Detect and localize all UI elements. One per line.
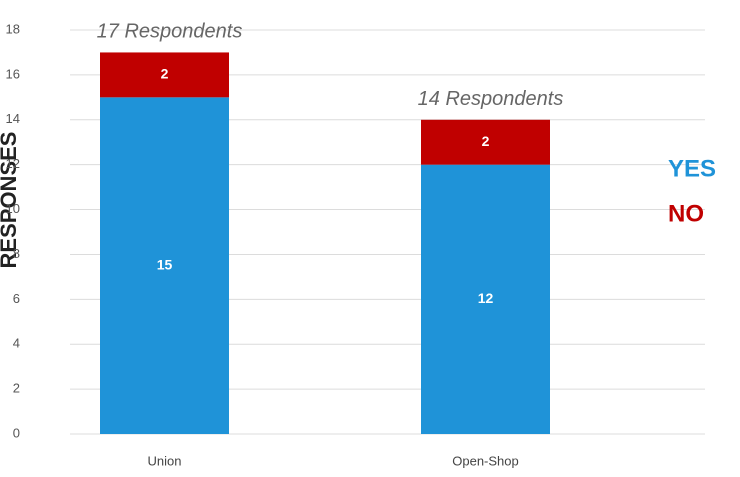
annotation: 14 Respondents: [418, 88, 564, 110]
data-label: 2: [482, 133, 490, 149]
y-tick-label: 2: [13, 381, 20, 396]
data-label: 15: [157, 256, 173, 272]
y-tick-label: 4: [13, 336, 20, 351]
data-label: 12: [478, 290, 494, 306]
y-tick-label: 8: [13, 246, 20, 261]
data-label: 2: [161, 66, 169, 82]
x-tick-label: Open-Shop: [452, 453, 519, 468]
y-tick-label: 16: [6, 66, 20, 81]
legend-entry: NO: [668, 200, 704, 227]
y-tick-label: 14: [6, 111, 20, 126]
y-axis-label: RESPONSES: [0, 132, 21, 269]
bar-segment: [421, 119, 550, 165]
bar-segment: [100, 52, 229, 98]
y-tick-label: 10: [6, 201, 20, 216]
y-tick-label: 6: [13, 291, 20, 306]
x-tick-label: Union: [148, 453, 182, 468]
y-tick-label: 12: [6, 156, 20, 171]
annotation: 17 Respondents: [97, 21, 243, 43]
bar-segment: [100, 97, 229, 434]
legend-entry: YES: [668, 155, 716, 182]
y-tick-label: 0: [13, 425, 20, 440]
y-tick-label: 18: [6, 21, 20, 36]
bar-segment: [421, 164, 550, 434]
